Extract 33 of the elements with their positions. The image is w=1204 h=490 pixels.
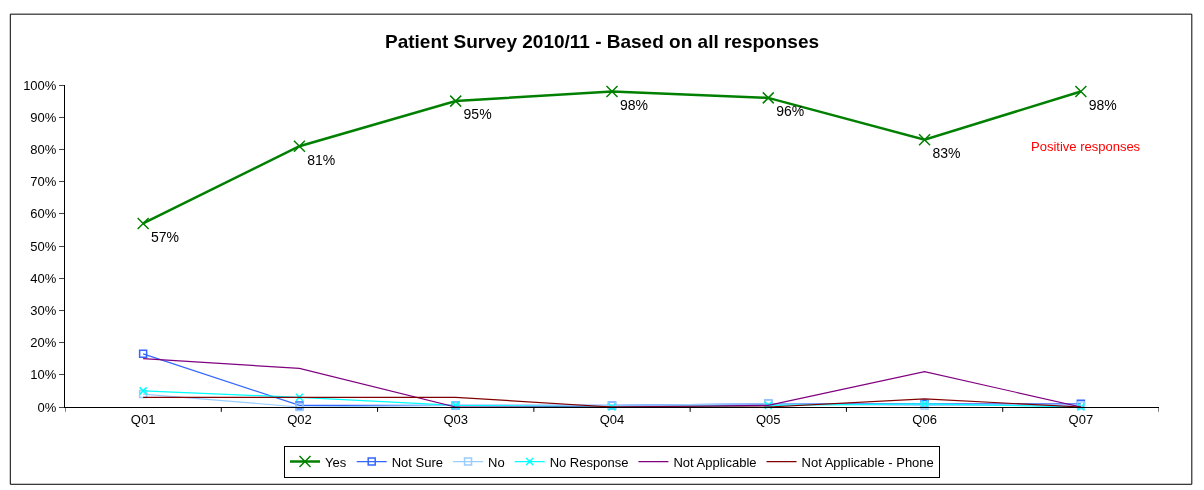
- data-label: 83%: [932, 145, 961, 162]
- data-label: 57%: [151, 228, 180, 245]
- legend-label: Yes: [325, 454, 347, 470]
- legend-label: Not Sure: [391, 454, 444, 470]
- data-label: 98%: [619, 96, 648, 113]
- x-tick-label: Q06: [912, 411, 937, 427]
- data-label: 81%: [307, 151, 336, 168]
- x-tick-label: Q03: [443, 411, 468, 427]
- y-tick-label: 90%: [30, 109, 57, 125]
- data-label: 98%: [1088, 96, 1117, 113]
- y-tick-label: 50%: [30, 238, 57, 254]
- annotation: Positive responses: [1031, 139, 1141, 154]
- x-tick-label: Q07: [1068, 411, 1094, 427]
- y-tick-label: 30%: [30, 302, 57, 318]
- data-label: 95%: [463, 106, 492, 123]
- legend-label: No: [488, 454, 505, 470]
- chart-title: Patient Survey 2010/11 - Based on all responses: [384, 30, 820, 52]
- x-tick-label: Q01: [130, 411, 156, 427]
- data-label: 96%: [776, 103, 805, 120]
- y-tick-label: 100%: [23, 77, 57, 93]
- y-tick-label: 0%: [37, 399, 57, 415]
- y-tick-label: 60%: [30, 206, 57, 222]
- x-tick-label: Q04: [599, 411, 625, 427]
- y-tick-label: 80%: [30, 141, 57, 157]
- legend-label: No Response: [549, 454, 629, 470]
- x-tick-label: Q05: [756, 411, 781, 427]
- y-tick-label: 40%: [30, 270, 57, 286]
- x-tick-label: Q02: [287, 411, 312, 427]
- legend-label: Not Applicable: [673, 454, 757, 470]
- y-tick-label: 10%: [30, 367, 57, 383]
- y-tick-label: 70%: [30, 174, 57, 190]
- y-tick-label: 20%: [30, 335, 57, 351]
- legend-label: Not Applicable - Phone: [801, 454, 934, 470]
